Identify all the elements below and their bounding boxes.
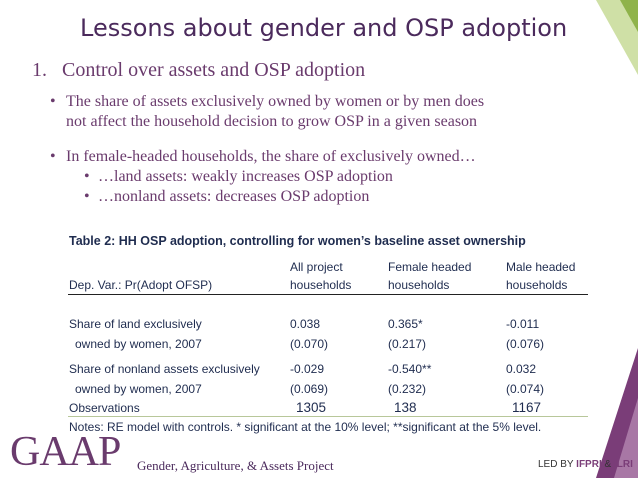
col-female-header-1: Female headed xyxy=(388,260,472,274)
bullet-dot: • xyxy=(50,148,56,165)
table-bottom-rule xyxy=(68,416,588,417)
bullet-dot: • xyxy=(84,188,90,205)
table-title: Table 2: HH OSP adoption, controlling fo… xyxy=(69,234,526,248)
observations-female: 138 xyxy=(394,400,417,415)
row-nonland-female-se: (0.232) xyxy=(388,382,427,396)
table-rule xyxy=(68,294,588,295)
sub-bullet-2: • …nonland assets: decreases OSP adoptio… xyxy=(84,188,370,206)
org-separator: & xyxy=(601,459,614,470)
led-by-credit: LED BY IFPRI & ILRI xyxy=(538,459,633,470)
row-land-male-se: (0.076) xyxy=(506,337,545,351)
gaap-logo-subtitle: Gender, Agriculture, & Assets Project xyxy=(137,458,334,473)
row-nonland-female-coef: -0.540** xyxy=(388,362,432,376)
row-land-all-se: (0.070) xyxy=(290,337,329,351)
col-all-header-1: All project xyxy=(290,260,343,274)
dep-var-label: Dep. Var.: Pr(Adopt OFSP) xyxy=(69,278,213,292)
bullet-dot: • xyxy=(84,168,90,185)
col-male-header-1: Male headed xyxy=(506,260,576,274)
row-nonland-male-coef: 0.032 xyxy=(506,362,537,376)
ifpri-logo: IFPRI xyxy=(576,459,602,470)
decor-corner-bottom-right-inner xyxy=(614,398,638,478)
section-heading-text: Control over assets and OSP adoption xyxy=(62,59,366,81)
gaap-logo: GAAP xyxy=(10,429,121,475)
bullet-dot: • xyxy=(50,93,56,110)
bullet-1-line-2: not affect the household decision to gro… xyxy=(66,113,478,130)
row-nonland-all-se: (0.069) xyxy=(290,382,329,396)
col-male-header-2: households xyxy=(506,278,568,292)
row-land-label-2: owned by women, 2007 xyxy=(75,337,202,351)
bullet-2: • In female-headed households, the share… xyxy=(50,148,476,166)
col-all-header-2: households xyxy=(290,278,352,292)
decor-corner-top-right-inner xyxy=(620,0,638,32)
row-nonland-label-1: Share of nonland assets exclusively xyxy=(69,362,260,376)
observations-all: 1305 xyxy=(296,400,327,415)
ilri-logo: ILRI xyxy=(613,459,633,470)
sub-bullet-1-text: …land assets: weakly increases OSP adopt… xyxy=(98,168,393,185)
row-land-all-coef: 0.038 xyxy=(290,317,321,331)
table-notes: Notes: RE model with controls. * signifi… xyxy=(69,420,542,434)
observations-male: 1167 xyxy=(512,400,542,415)
row-nonland-all-coef: -0.029 xyxy=(290,362,325,376)
row-land-female-coef: 0.365* xyxy=(388,317,423,331)
row-nonland-male-se: (0.074) xyxy=(506,382,545,396)
col-female-header-2: households xyxy=(388,278,450,292)
row-land-label-1: Share of land exclusively xyxy=(69,317,202,331)
slide-title: Lessons about gender and OSP adoption xyxy=(80,14,568,42)
section-number: 1. xyxy=(32,59,47,81)
bullet-1-line-1: The share of assets exclusively owned by… xyxy=(66,93,485,110)
row-nonland-label-2: owned by women, 2007 xyxy=(75,382,202,396)
sub-bullet-1: • …land assets: weakly increases OSP ado… xyxy=(84,168,393,186)
section-heading: 1. Control over assets and OSP adoption xyxy=(32,59,365,82)
row-land-male-coef: -0.011 xyxy=(506,317,540,331)
observations-label: Observations xyxy=(69,401,140,415)
bullet-2-text: In female-headed households, the share o… xyxy=(66,148,476,165)
bullet-1: • The share of assets exclusively owned … xyxy=(50,92,606,132)
led-by-label: LED BY xyxy=(538,459,574,470)
sub-bullet-2-text: …nonland assets: decreases OSP adoption xyxy=(98,188,370,205)
row-land-female-se: (0.217) xyxy=(388,337,427,351)
